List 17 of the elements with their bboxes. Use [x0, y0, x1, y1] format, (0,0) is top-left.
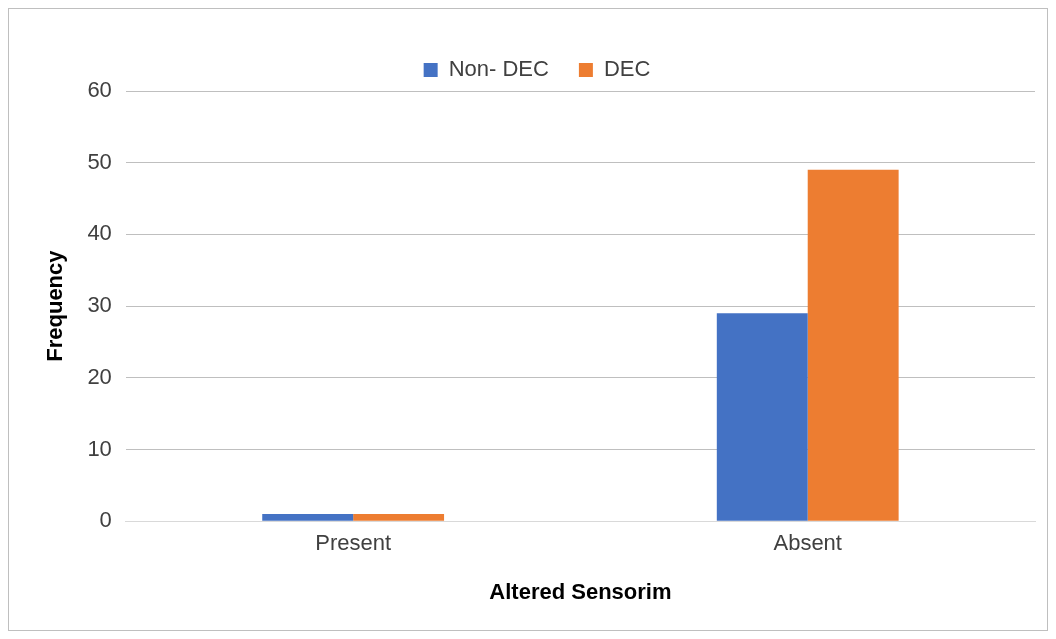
legend-label: Non- DEC	[448, 56, 550, 82]
bar	[716, 313, 808, 521]
y-tick-label: 0	[99, 507, 112, 533]
y-tick-label: 20	[87, 363, 112, 389]
x-tick-label: Present	[315, 530, 392, 556]
y-tick-label: 30	[87, 292, 112, 318]
bar	[262, 514, 354, 521]
y-tick-label: 60	[87, 77, 112, 103]
y-tick-label: 10	[87, 435, 112, 461]
bar	[807, 169, 899, 521]
y-axis-title: Frequency	[42, 249, 68, 362]
legend-label: DEC	[603, 56, 651, 82]
x-tick-label: Absent	[773, 530, 842, 556]
x-axis-title: Altered Sensorim	[489, 578, 672, 604]
y-tick-label: 40	[87, 220, 112, 246]
bar	[353, 514, 445, 521]
y-tick-label: 50	[87, 148, 112, 174]
